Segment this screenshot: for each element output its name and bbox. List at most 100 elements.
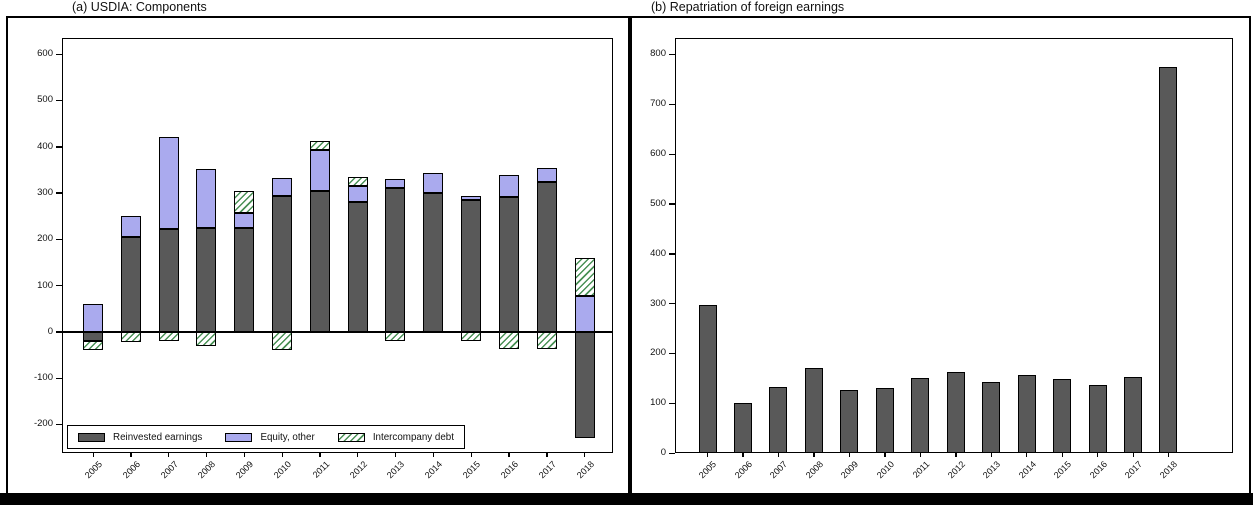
- x-axis-tick: [707, 453, 709, 457]
- y-axis-tick: [56, 192, 62, 194]
- y-axis-tick: [669, 203, 675, 205]
- bar-2012: [946, 371, 965, 453]
- x-axis-year-label: 2012: [347, 459, 369, 481]
- x-axis-year-label: 2009: [839, 459, 861, 481]
- y-axis-tick: [669, 402, 675, 404]
- bar-2015-reinvested-earnings: [461, 199, 482, 332]
- reinvested-earnings-swatch: [78, 432, 105, 442]
- y-axis-tick-label: 400: [37, 140, 53, 152]
- bar-2018: [1159, 66, 1178, 453]
- x-axis-year-label: 2008: [803, 459, 825, 481]
- y-axis-tick-label: 300: [650, 297, 666, 309]
- x-axis-year-label: 2015: [1051, 459, 1074, 481]
- x-axis-year-label: 2014: [1016, 459, 1038, 481]
- bar-2006-equity-other: [120, 215, 141, 237]
- equity-other-swatch: [225, 432, 253, 442]
- y-axis-tick: [56, 285, 62, 287]
- bar-2017-intercompany-debt: [536, 331, 557, 349]
- bar-2008: [804, 368, 823, 453]
- bar-2009: [840, 389, 859, 453]
- bar-2013: [982, 382, 1001, 453]
- y-axis-tick-label: -100: [33, 372, 53, 384]
- x-axis-year-label: 2014: [423, 459, 445, 481]
- y-axis-tick-label: 100: [37, 279, 53, 291]
- bar-2013-intercompany-debt: [385, 331, 406, 341]
- bar-2006: [733, 403, 752, 453]
- x-axis-year-label: 2006: [120, 459, 142, 481]
- y-axis-tick-label: 700: [650, 98, 666, 110]
- bar-2008-equity-other: [196, 169, 217, 228]
- bar-2015-intercompany-debt: [461, 331, 482, 342]
- bar-2008-reinvested-earnings: [196, 227, 217, 332]
- y-axis-tick: [56, 377, 62, 379]
- bar-2009-intercompany-debt: [234, 190, 255, 213]
- x-axis-year-label: 2011: [910, 459, 932, 480]
- bar-2007-reinvested-earnings: [158, 229, 179, 332]
- x-axis-year-label: 2008: [196, 459, 218, 481]
- y-axis-tick-label: 500: [37, 94, 53, 106]
- y-axis-tick: [56, 423, 62, 426]
- y-axis-tick: [669, 253, 675, 255]
- bar-2017: [1124, 376, 1143, 453]
- bar-2011-intercompany-debt: [309, 141, 330, 150]
- legend-label: Equity, other: [260, 431, 315, 443]
- x-axis-tick: [777, 453, 780, 457]
- x-axis-year-label: 2017: [1122, 459, 1145, 481]
- bar-2012-reinvested-earnings: [347, 201, 368, 332]
- bar-2010-intercompany-debt: [272, 331, 293, 351]
- bar-2007: [769, 387, 788, 453]
- y-axis-tick-label: 500: [650, 197, 666, 209]
- x-axis-tick: [813, 453, 815, 457]
- bar-2015-equity-other: [461, 195, 482, 200]
- bar-2010: [875, 387, 894, 453]
- bar-2011-equity-other: [309, 149, 330, 191]
- bar-2010-reinvested-earnings: [272, 196, 293, 332]
- x-axis-tick: [243, 453, 246, 457]
- x-axis-year-label: 2016: [1087, 459, 1109, 481]
- bar-2011: [911, 378, 930, 453]
- bar-2012-equity-other: [347, 185, 368, 202]
- x-axis-year-label: 2012: [945, 459, 967, 481]
- y-axis-tick-label: 800: [650, 48, 666, 60]
- bar-2009-reinvested-earnings: [234, 227, 255, 332]
- x-axis-tick: [1167, 453, 1170, 457]
- x-axis-year-label: 2007: [768, 459, 790, 481]
- x-axis-tick: [470, 453, 472, 457]
- x-axis-year-label: 2013: [385, 459, 407, 481]
- y-axis-tick: [669, 103, 675, 106]
- y-axis-tick: [56, 99, 62, 102]
- bar-2005-reinvested-earnings: [83, 331, 103, 342]
- bar-2005-intercompany-debt: [83, 341, 103, 351]
- bar-2017-equity-other: [536, 168, 557, 182]
- x-axis-year-label: 2007: [158, 459, 180, 481]
- x-axis-tick: [1132, 453, 1134, 457]
- bar-2018-intercompany-debt: [574, 257, 595, 297]
- figure-bottom-rule: [0, 493, 1253, 505]
- x-axis-tick: [281, 453, 283, 457]
- bar-2016: [1088, 384, 1107, 453]
- bar-2016-equity-other: [498, 174, 519, 197]
- x-axis-tick: [168, 453, 170, 457]
- legend-item-intercompany-debt: Intercompany debt: [337, 432, 454, 443]
- x-axis-year-label: 2017: [536, 459, 558, 481]
- x-axis-tick: [919, 453, 922, 457]
- y-axis-tick: [56, 53, 62, 55]
- y-axis-tick-label: 100: [650, 397, 666, 409]
- legend: Reinvested earnings Equity, other Interc…: [67, 425, 465, 449]
- x-axis-tick: [742, 453, 744, 457]
- x-axis-tick: [584, 453, 586, 457]
- bar-2007-equity-other: [158, 137, 179, 230]
- x-axis-tick: [130, 453, 132, 457]
- y-axis-tick: [669, 153, 675, 155]
- bar-2013-reinvested-earnings: [385, 187, 406, 332]
- bar-2008-intercompany-debt: [196, 331, 217, 347]
- bar-2005: [698, 305, 717, 453]
- x-axis-year-label: 2006: [732, 459, 755, 481]
- y-axis-tick-label: 0: [660, 447, 666, 458]
- y-axis-tick-label: 600: [650, 148, 666, 160]
- y-axis-tick: [669, 352, 675, 355]
- x-axis-year-label: 2010: [874, 459, 896, 481]
- bar-2007-intercompany-debt: [158, 331, 179, 342]
- y-axis-tick-label: 600: [37, 48, 53, 60]
